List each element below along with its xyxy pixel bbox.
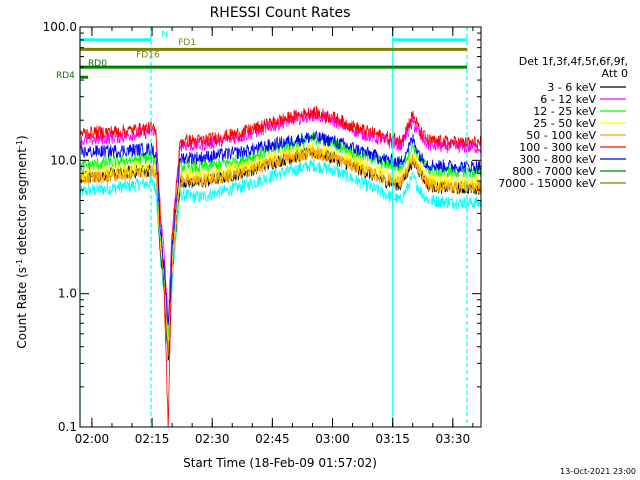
series-line-100-300-kev — [80, 105, 481, 427]
legend-entry-label: 25 - 50 keV — [533, 117, 596, 130]
legend-header: Det 1f,3f,4f,5f,6f,9f, — [519, 55, 628, 68]
y-tick-label: 0.1 — [58, 420, 77, 434]
x-tick-label: 03:15 — [375, 432, 410, 446]
series-line-50-100-kev — [80, 145, 481, 356]
legend-entry-label: 100 - 300 keV — [519, 141, 596, 154]
x-tick-label: 02:00 — [75, 432, 110, 446]
y-axis-label: Count Rate (s-1 detector segment-1) — [15, 135, 30, 348]
x-tick-label: 03:30 — [436, 432, 471, 446]
x-tick-label: 03:00 — [315, 432, 350, 446]
legend-entry-label: 6 - 12 keV — [540, 93, 596, 106]
y-tick-label: 100.0 — [43, 20, 77, 34]
annotation-label: FD16 — [136, 51, 160, 61]
x-tick-label: 02:15 — [135, 432, 170, 446]
legend-entry-label: 3 - 6 keV — [547, 81, 596, 94]
legend-entry-label: 800 - 7000 keV — [512, 165, 596, 178]
chart-title: RHESSI Count Rates — [210, 5, 351, 21]
annotation-label: FD1 — [178, 38, 196, 48]
annotation-label: RD4 — [56, 71, 75, 81]
x-tick-label: 02:45 — [255, 432, 290, 446]
y-tick-label: 1.0 — [58, 287, 77, 301]
annotation-label: N — [161, 30, 168, 40]
legend-entry-label: 7000 - 15000 keV — [498, 177, 596, 190]
overlay-layer: N FD1 FD16 RD0 RD4 — [56, 27, 468, 427]
series-layer — [80, 105, 481, 427]
legend-entry-label: 50 - 100 keV — [526, 129, 596, 142]
y-tick-label: 10.0 — [50, 153, 77, 167]
axes: 0.1 1.0 10.0 100.0 02:00 02:15 02:30 02:45 03:00… — [43, 20, 482, 446]
plot-frame — [79, 26, 482, 428]
legend-entry-label: 12 - 25 keV — [533, 105, 596, 118]
series-line-unlabeled-0 — [80, 159, 481, 360]
x-tick-label: 02:30 — [195, 432, 230, 446]
series-line-300-800-kev — [80, 130, 481, 326]
legend-header: Att 0 — [602, 67, 628, 80]
annotation-label: RD0 — [88, 59, 107, 69]
legend-entry-label: 300 - 800 keV — [519, 153, 596, 166]
footer-timestamp: 13-Oct-2021 23:00 — [560, 467, 636, 476]
x-axis-label: Start Time (18-Feb-09 01:57:02) — [183, 456, 377, 470]
